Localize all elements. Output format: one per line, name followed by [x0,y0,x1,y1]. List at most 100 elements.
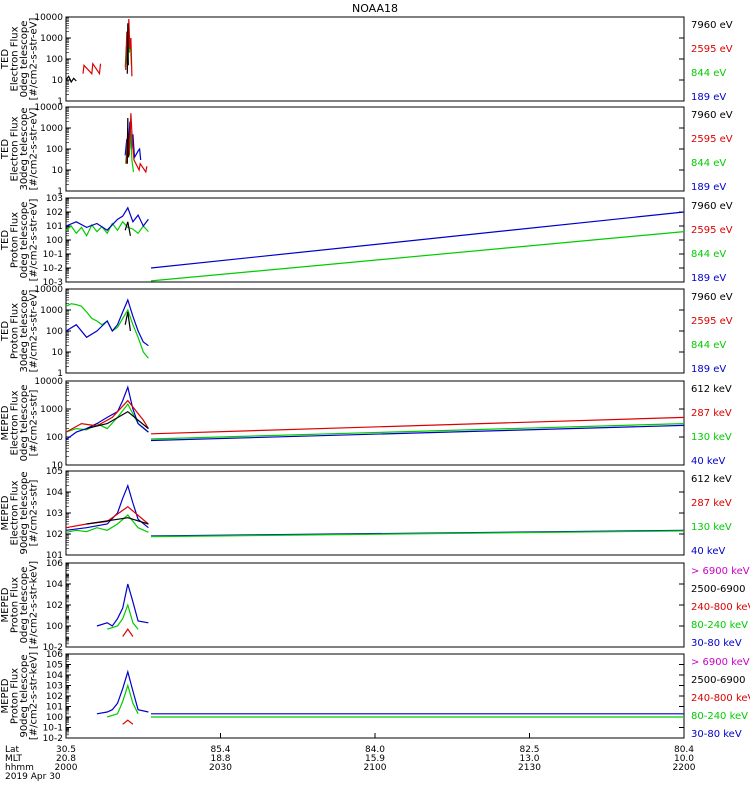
legend-entry: 240-800 keV [691,693,750,704]
y-axis-label-line: TED [0,321,11,342]
figure-title: NOAA18 [352,2,398,15]
y-axis-label-line: 90deg telescope [19,654,30,737]
y-tick-label: 103 [46,682,63,692]
legend-entry: 30-80 keV [691,638,742,649]
y-axis-label-line: [#/cm2-s-str] [29,479,40,546]
axis-row-label: Lat [5,745,20,755]
axis-row-label: MLT [5,754,23,764]
series-line-6 [150,423,685,440]
y-tick-label: 10-1 [43,250,63,260]
series-line-1 [65,514,149,533]
axis-value: 18.8 [210,754,230,764]
y-axis-label-line: Electron Flux [10,480,21,545]
series-line-2 [82,61,102,76]
y-tick-label: 1 [57,187,63,197]
legend-entry: 287 keV [691,498,732,509]
y-tick-label: 100 [46,55,63,65]
legend-entry: 130 keV [691,432,732,443]
legend-entry: 612 keV [691,474,732,485]
y-axis-label-line: 0deg telescope [19,567,30,644]
axis-value: 2130 [518,763,541,773]
legend-entry: 189 eV [691,92,726,103]
panel-frame [65,380,685,466]
y-tick-label: 102 [46,601,63,611]
y-tick-label: 106 [46,650,63,660]
panel-frame [65,288,685,374]
y-tick-label: 10-3 [43,278,63,288]
y-axis-label-line: [#/cm2-s-str-eV] [29,18,40,101]
y-axis-label-line: 0deg telescope [19,385,30,462]
y-tick-label: 10000 [34,103,63,113]
y-axis-label-line: TED [0,49,11,70]
legend-entry: 844 eV [691,340,726,351]
legend-entry: 7960 eV [691,201,733,212]
y-axis-label-line: Proton Flux [10,668,21,724]
legend-entry: 80-240 keV [691,711,748,722]
y-axis-label-line: [#/cm2-s-str-eV] [29,290,40,373]
panel-frame [65,653,685,739]
y-tick-label: 106 [46,559,63,569]
y-tick-label: 100 [46,622,63,632]
legend-entry: 80-240 keV [691,620,748,631]
y-tick-label: 103 [46,194,63,204]
y-axis-label-line: Proton Flux [10,577,21,633]
y-tick-label: 101 [46,222,63,232]
y-axis-label-line: [#/cm2-s-str-eV] [29,108,40,191]
axis-value: 15.9 [365,754,385,764]
axis-date: 2019 Apr 30 [5,772,61,782]
y-tick-label: 102 [46,208,63,218]
axis-value: 10.0 [674,754,694,764]
y-tick-label: 1 [57,369,63,379]
y-tick-label: 100 [46,145,63,155]
legend-entry: 130 keV [691,522,732,533]
axis-value: 2030 [209,763,232,773]
legend-entry: 2595 eV [691,44,733,55]
series-line-2 [65,206,149,231]
y-tick-label: 10 [52,461,64,471]
axis-value: 80.4 [674,745,694,755]
y-tick-label: 104 [46,580,63,590]
y-axis-label-line: 30deg telescope [19,289,30,372]
y-axis-label-line: Electron Flux [10,390,21,455]
legend-entry: > 6900 keV [691,657,750,668]
series-line-1 [65,303,149,359]
panel-frame [65,16,685,102]
series-line-5 [126,23,129,74]
series-line-4 [125,18,133,77]
series-line-5 [150,231,685,282]
axis-value: 20.8 [56,754,76,764]
series-line-3 [124,221,131,236]
legend-entry: 844 eV [691,68,726,79]
y-axis-label-line: [#/cm2-s-str-keV] [29,652,40,740]
series-line-3 [122,628,134,637]
series-line-4 [86,517,149,525]
y-axis-label-line: 30deg telescope [19,107,30,190]
legend-entry: 2500-6900 [691,584,746,595]
axis-value: 2000 [55,763,78,773]
series-line-3 [65,399,149,433]
y-tick-label: 103 [46,509,63,519]
y-tick-label: 10000 [34,285,63,295]
y-axis-label-line: 0deg telescope [19,21,30,98]
series-line-2 [107,683,139,718]
series-line-4 [150,211,685,269]
y-axis-label-line: [#/cm2-s-str-eV] [29,199,40,282]
y-tick-label: 101 [46,551,63,561]
y-axis-label-line: MEPED [0,495,11,530]
series-line-4 [86,410,149,430]
y-tick-label: 1 [57,97,63,107]
axis-value: 13.0 [519,754,539,764]
series-line-3 [122,719,134,725]
y-tick-label: 100 [46,236,63,246]
y-axis-label-line: Electron Flux [10,26,21,91]
legend-entry: 2595 eV [691,225,733,236]
y-tick-label: 10-2 [43,734,63,744]
